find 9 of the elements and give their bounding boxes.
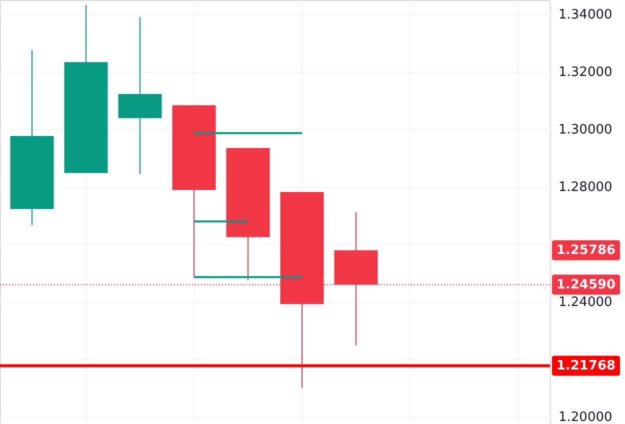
y-tick-label: 1.20000 xyxy=(558,410,612,424)
y-tick-label: 1.28000 xyxy=(558,180,612,196)
y-tick-label: 1.30000 xyxy=(558,122,612,138)
ref-line-label: 1.21768 xyxy=(556,358,616,374)
y-tick-label: 1.24000 xyxy=(558,295,612,310)
y-tick-label: 1.32000 xyxy=(558,65,612,80)
ref-line-label: 1.24590 xyxy=(556,278,616,293)
text: 1.25786 xyxy=(556,243,616,258)
y-tick-label: 1.34000 xyxy=(558,8,612,23)
